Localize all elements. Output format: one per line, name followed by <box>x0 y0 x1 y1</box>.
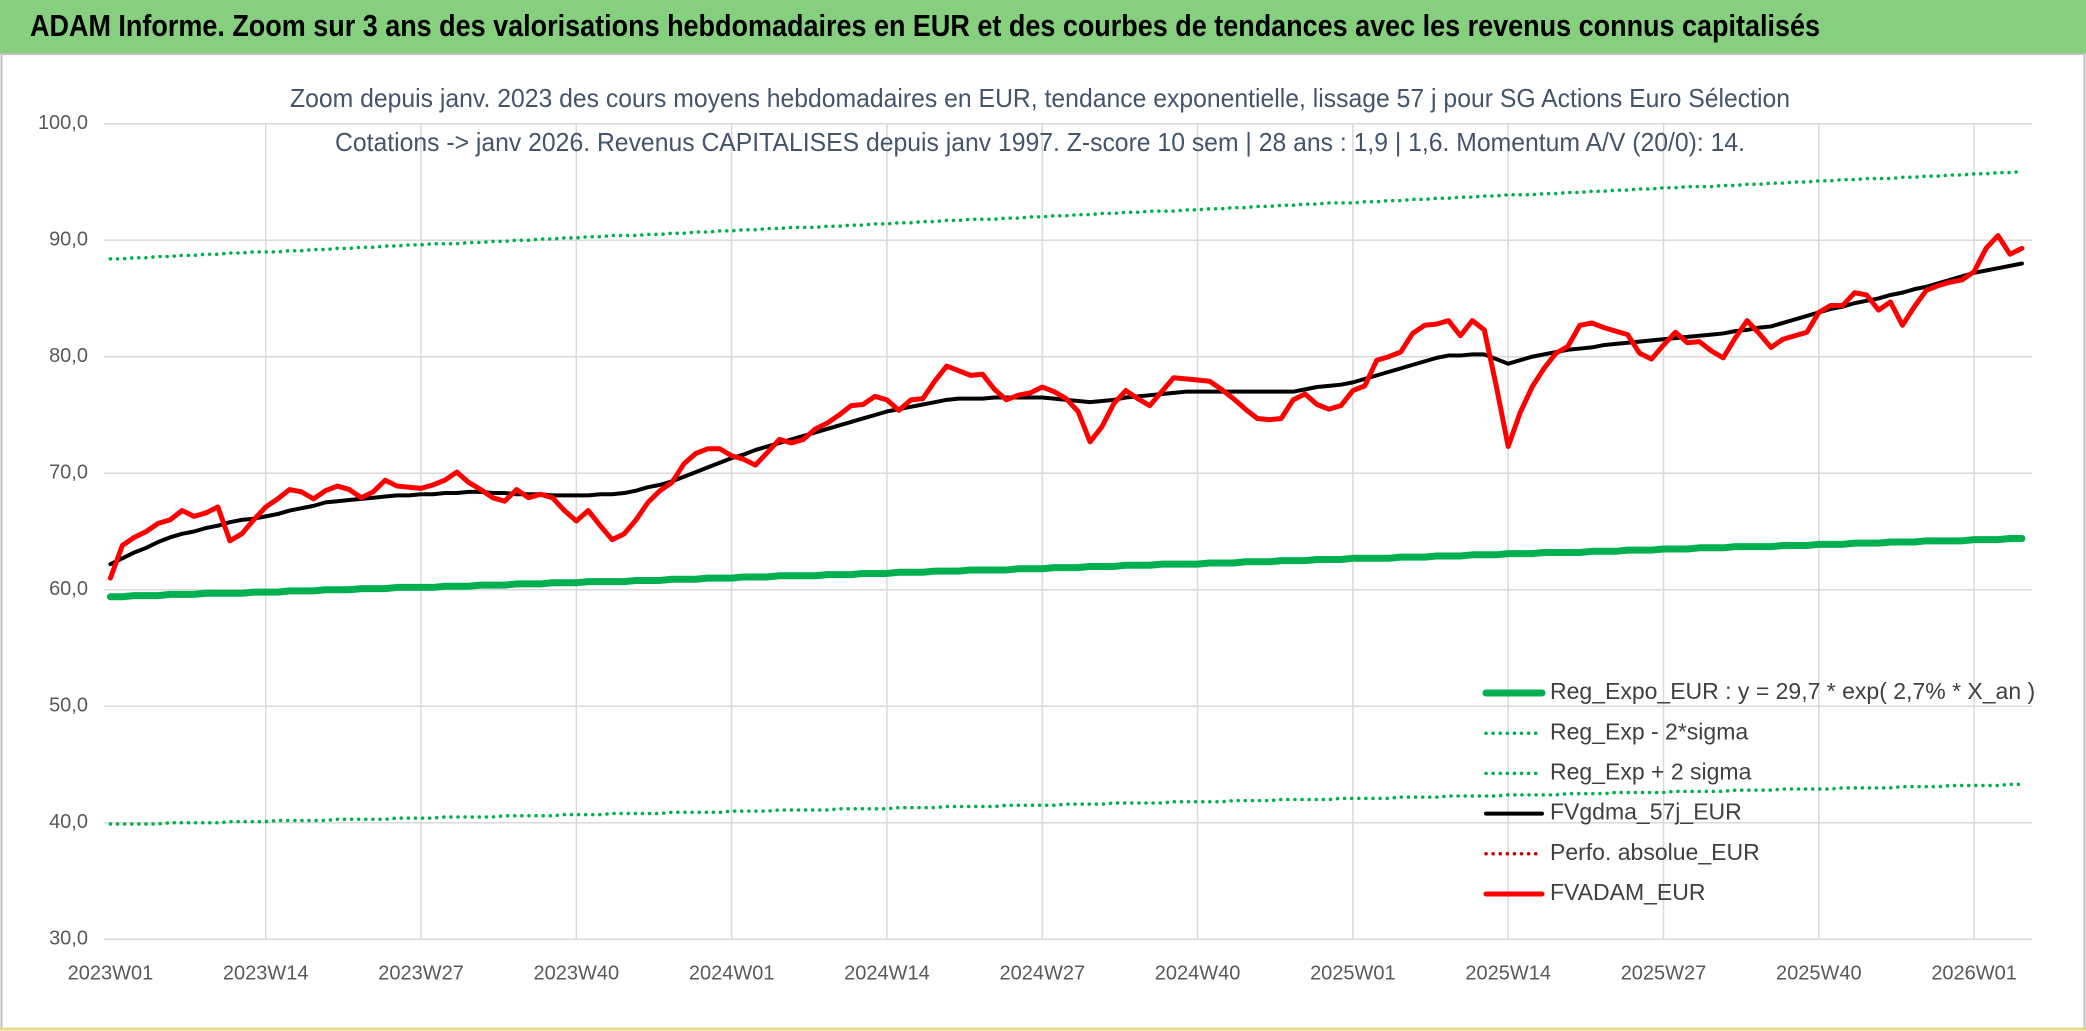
y-tick-label: 70,0 <box>49 462 88 484</box>
x-tick-label: 2024W27 <box>999 962 1085 984</box>
series-line <box>108 169 2024 261</box>
legend: Reg_Expo_EUR : y = 29,7 * exp( 2,7% * X_… <box>1482 678 2035 905</box>
chart-subtitle: Cotations -> janv 2026. Revenus CAPITALI… <box>335 127 1745 157</box>
x-tick-label: 2024W40 <box>1155 962 1241 984</box>
x-tick-label: 2025W40 <box>1776 962 1862 984</box>
series-line <box>107 233 2025 581</box>
y-tick-label: 90,0 <box>49 228 88 250</box>
y-tick-label: 100,0 <box>38 112 88 134</box>
x-tick-label: 2023W27 <box>378 962 464 984</box>
x-tick-label: 2025W14 <box>1465 962 1551 984</box>
series-line <box>106 534 2026 601</box>
legend-label: Reg_Expo_EUR : y = 29,7 * exp( 2,7% * X_… <box>1550 678 2035 704</box>
y-tick-label: 40,0 <box>49 811 88 833</box>
x-tick-label: 2023W14 <box>223 962 309 984</box>
header-title: ADAM Informe. Zoom sur 3 ans des valoris… <box>30 8 1820 43</box>
plot-lines <box>106 169 2026 826</box>
header-bar <box>0 0 2086 54</box>
series-line <box>108 782 2024 826</box>
y-tick-label: 60,0 <box>49 578 88 600</box>
legend-label: FVADAM_EUR <box>1550 879 1706 905</box>
x-tick-label: 2024W14 <box>844 962 930 984</box>
x-tick-label: 2023W01 <box>68 962 154 984</box>
x-tick-label: 2023W40 <box>534 962 620 984</box>
x-tick-label: 2026W01 <box>1931 962 2017 984</box>
legend-label: Reg_Exp + 2 sigma <box>1550 758 1752 784</box>
legend-label: Perfo. absolue_EUR <box>1550 839 1760 865</box>
x-tick-label: 2025W01 <box>1310 962 1396 984</box>
y-tick-label: 80,0 <box>49 345 88 367</box>
grid: 30,0 40,0 50,0 60,0 70,0 80,0 90,0 100,0 2023W01… <box>38 112 2032 984</box>
x-tick-label: 2025W27 <box>1621 962 1707 984</box>
chart-title: Zoom depuis janv. 2023 des cours moyens … <box>290 83 1790 113</box>
legend-label: Reg_Exp - 2*sigma <box>1550 718 1748 744</box>
legend-label: FVgdma_57j_EUR <box>1550 799 1742 825</box>
y-tick-label: 50,0 <box>49 695 88 717</box>
x-tick-label: 2024W01 <box>689 962 775 984</box>
y-tick-label: 30,0 <box>49 928 88 950</box>
